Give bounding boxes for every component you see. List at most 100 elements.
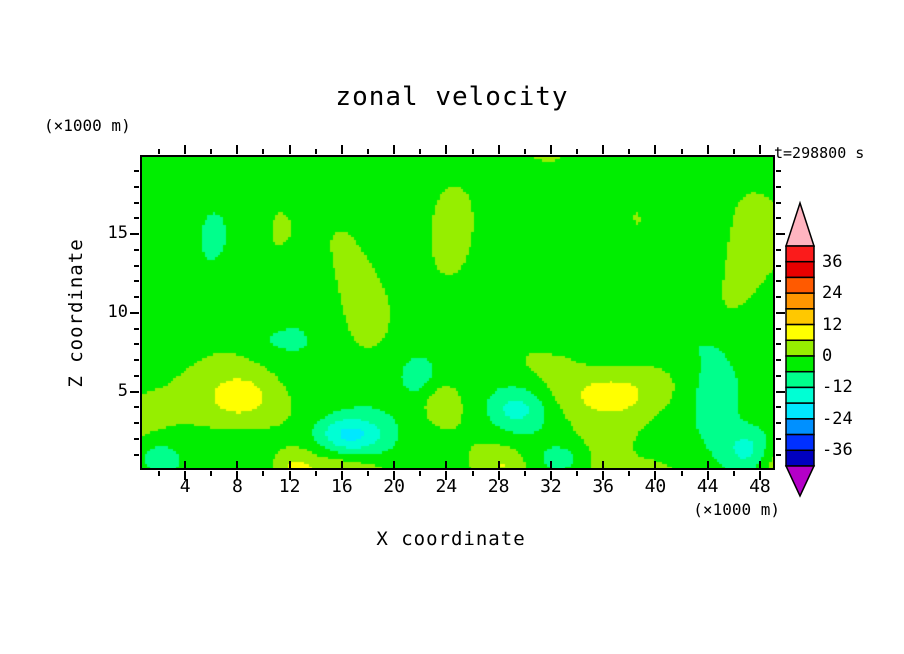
x-minor-tick: [262, 149, 265, 154]
x-minor-tick: [157, 149, 160, 154]
x-minor-tick: [262, 471, 265, 476]
x-major-tick: [184, 471, 187, 480]
x-major-tick: [184, 145, 187, 154]
x-minor-tick: [210, 471, 213, 476]
x-major-tick: [340, 145, 343, 154]
colorbar-band: [785, 355, 815, 373]
colorbar-band: [785, 245, 815, 263]
z-minor-tick: [776, 201, 781, 204]
z-minor-tick: [134, 296, 139, 299]
x-major-tick-stub: [602, 461, 605, 468]
z-major-tick: [776, 233, 785, 236]
colorbar-band: [785, 418, 815, 436]
x-major-tick: [340, 471, 343, 480]
x-minor-tick: [732, 149, 735, 154]
x-major-tick: [288, 471, 291, 480]
x-major-tick-stub: [340, 461, 343, 468]
x-major-tick: [706, 471, 709, 480]
x-tick-label: 48: [749, 476, 771, 497]
x-major-tick-stub: [445, 461, 448, 468]
colorbar-down-arrow: [784, 465, 816, 498]
colorbar-band: [785, 323, 815, 342]
x-major-tick: [602, 145, 605, 154]
x-tick-label: 12: [278, 476, 301, 497]
x-major-tick: [445, 471, 448, 480]
colorbar-tick-label: 12: [822, 314, 843, 335]
x-major-tick-stub: [184, 461, 187, 468]
z-minor-tick: [776, 185, 781, 188]
z-major-tick: [130, 233, 139, 236]
colorbar-tick-label: -12: [822, 377, 853, 398]
x-minor-tick: [314, 471, 317, 476]
colorbar-band: [785, 308, 815, 326]
z-minor-tick: [134, 343, 139, 346]
x-major-tick-stub: [288, 461, 291, 468]
z-minor-tick: [134, 406, 139, 409]
x-minor-tick: [576, 471, 579, 476]
z-major-tick: [130, 390, 139, 393]
z-minor-tick: [134, 422, 139, 425]
y-tick-label: 15: [107, 223, 128, 244]
x-major-tick: [654, 471, 657, 480]
x-axis-title: X coordinate: [0, 528, 904, 550]
x-major-tick-stub: [706, 461, 709, 468]
x-minor-tick: [732, 471, 735, 476]
colorbar-tick-label: -36: [822, 440, 853, 461]
x-major-tick: [549, 145, 552, 154]
x-minor-tick: [367, 471, 369, 476]
z-minor-tick: [134, 359, 139, 362]
x-minor-tick: [628, 471, 631, 476]
colorbar-tick-label: 0: [822, 346, 833, 366]
x-tick-label: 24: [435, 476, 458, 497]
x-major-tick: [288, 145, 291, 154]
z-minor-tick: [776, 359, 781, 362]
x-major-tick-stub: [393, 461, 396, 468]
x-minor-tick: [523, 471, 526, 476]
z-minor-tick: [134, 201, 139, 204]
x-major-tick: [445, 145, 448, 154]
x-major-tick: [497, 145, 500, 154]
z-minor-tick: [776, 374, 781, 377]
x-minor-tick: [680, 149, 683, 154]
x-minor-tick: [471, 471, 474, 476]
x-minor-tick: [419, 471, 422, 476]
x-major-tick-stub: [497, 461, 500, 468]
z-major-tick: [130, 311, 139, 314]
z-minor-tick: [134, 264, 139, 267]
x-tick-label: 8: [231, 476, 243, 497]
x-minor-tick: [471, 149, 474, 154]
x-minor-tick: [157, 471, 160, 476]
x-axis-title-text: X coordinate: [376, 528, 526, 550]
colorbar-band: [785, 339, 815, 357]
x-major-tick: [758, 471, 761, 480]
contour-field-canvas: [142, 157, 773, 468]
x-tick-label: 36: [592, 476, 614, 497]
x-major-tick: [393, 471, 396, 480]
z-minor-tick: [134, 248, 139, 251]
y-tick-label: 5: [117, 380, 128, 401]
z-minor-tick: [134, 185, 139, 188]
x-major-tick: [497, 471, 500, 480]
z-minor-tick: [776, 296, 781, 299]
x-minor-tick: [628, 149, 631, 154]
z-minor-tick: [776, 437, 781, 440]
time-label: t=298800 s: [774, 144, 865, 162]
z-minor-tick: [776, 327, 781, 330]
colorbar-band: [785, 292, 815, 310]
x-major-tick-stub: [549, 461, 552, 468]
x-major-tick: [654, 145, 657, 154]
x-major-tick: [549, 471, 552, 480]
x-major-tick: [706, 145, 709, 154]
y-axis-unit-label: (×1000 m): [44, 116, 131, 135]
colorbar-band: [785, 402, 815, 420]
colorbar-band: [785, 260, 815, 279]
z-minor-tick: [776, 248, 781, 251]
x-minor-tick: [576, 149, 579, 154]
x-axis-unit-label: (×1000 m): [693, 500, 780, 519]
colorbar-tick-label: 36: [822, 251, 843, 272]
z-minor-tick: [776, 422, 781, 425]
x-major-tick: [602, 471, 605, 480]
x-tick-label: 4: [179, 476, 191, 497]
z-minor-tick: [134, 437, 139, 440]
